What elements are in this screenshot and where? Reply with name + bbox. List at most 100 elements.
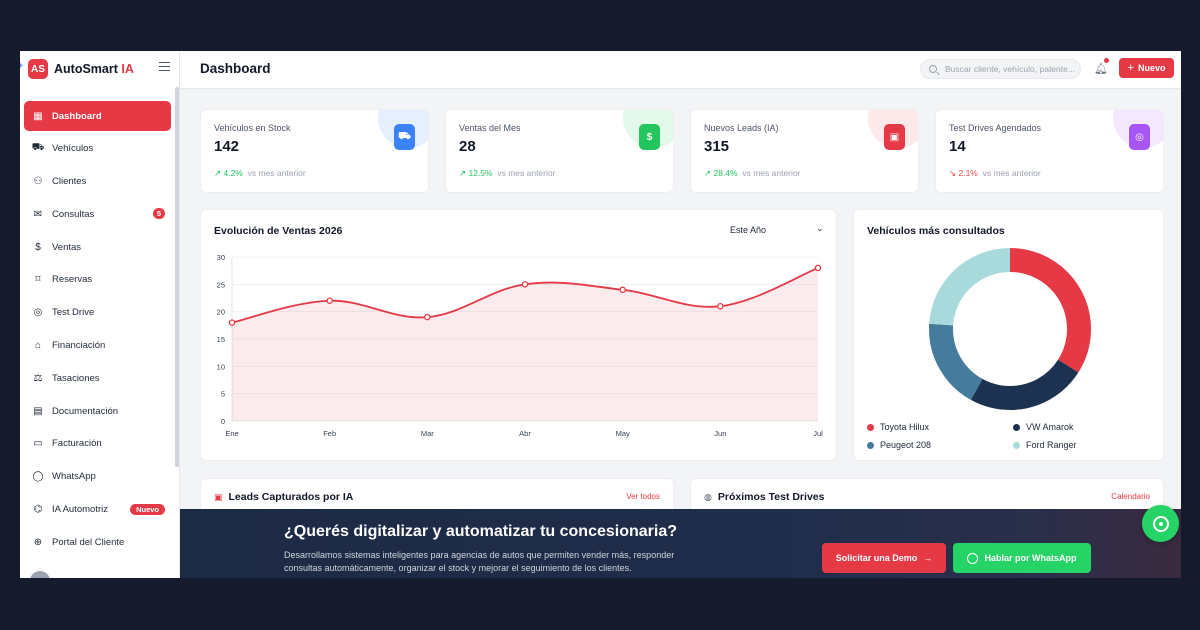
sidebar-item-portal-del-cliente[interactable]: ⊕ Portal del Cliente — [24, 527, 171, 557]
whatsapp-button[interactable]: Hablar por WhatsApp — [953, 543, 1091, 573]
y-tick-label: 0 — [221, 417, 225, 426]
sidebar-item-clientes[interactable]: ⚇ Clientes — [24, 167, 171, 197]
app-window: ✦ AS AutoSmart IA ▦ Dashboard ⛟ Vehículos ⚇ C… — [20, 51, 1181, 578]
leads-icon: ▣ — [214, 491, 223, 502]
sidebar-item-ventas[interactable]: $ Ventas — [24, 232, 171, 262]
sidebar-item-ia-automotriz[interactable]: ⌬ IA Automotriz Nuevo — [24, 495, 171, 525]
avatar[interactable] — [30, 571, 50, 578]
request-demo-button[interactable]: Solicitar una Demo → — [822, 543, 946, 573]
whatsapp-float-button[interactable] — [1142, 505, 1179, 542]
brand-name-text: AutoSmart — [54, 62, 118, 76]
search-icon — [929, 65, 937, 73]
y-tick-label: 5 — [221, 390, 225, 399]
sidebar-item-test-drive[interactable]: ◎ Test Drive — [24, 298, 171, 328]
sidebar-item-reservas[interactable]: ⌑ Reservas — [24, 265, 171, 295]
legend-dot — [867, 441, 874, 449]
brand[interactable]: ✦ AS AutoSmart IA — [20, 51, 179, 87]
stat-delta: ↘ 2.1% vs mes anterior — [949, 168, 1041, 179]
stat-delta-suffix: vs mes anterior — [978, 168, 1041, 178]
sidebar-item-label: Tasaciones — [52, 372, 100, 384]
sidebar-item-consultas[interactable]: ✉ Consultas 5 — [24, 199, 171, 229]
sidebar-item-label: Reservas — [52, 274, 93, 286]
bank-icon: ⌂ — [34, 340, 42, 352]
search-input[interactable] — [945, 64, 1080, 74]
y-tick-label: 20 — [217, 308, 225, 317]
steering-wheel-icon: ◎ — [1129, 124, 1150, 150]
x-tick-label: Feb — [323, 429, 336, 438]
stat-label: Vehículos en Stock — [214, 123, 291, 133]
sidebar-item-dashboard[interactable]: ▦ Dashboard — [24, 101, 171, 131]
period-select[interactable]: Este Año — [730, 225, 767, 235]
bell-icon[interactable]: 🔔︎ — [1094, 63, 1108, 75]
y-tick-label: 15 — [217, 335, 225, 344]
sidebar-item-whatsapp[interactable]: ◯ WhatsApp — [24, 462, 171, 492]
x-tick-label: Jul — [813, 429, 823, 438]
stat-label: Nuevos Leads (IA) — [704, 123, 779, 133]
steering-wheel-icon: ◎ — [33, 307, 43, 319]
search-box[interactable] — [920, 59, 1081, 79]
stat-delta: ↗ 12.5% vs mes anterior — [459, 168, 555, 179]
stat-label: Test Drives Agendados — [949, 123, 1042, 133]
sidebar-item-tasaciones[interactable]: ⚖ Tasaciones — [24, 363, 171, 393]
brand-logo: AS — [28, 59, 48, 79]
sidebar-item-veh-culos[interactable]: ⛟ Vehículos — [24, 134, 171, 164]
sidebar: ✦ AS AutoSmart IA ▦ Dashboard ⛟ Vehículos ⚇ C… — [20, 51, 180, 578]
document-icon: ▤ — [33, 405, 43, 417]
trend-up-icon: ↗ — [704, 168, 714, 178]
pie-slice — [929, 248, 1091, 410]
sidebar-item-label: Clientes — [52, 176, 87, 188]
whatsapp-icon: ◯ — [32, 471, 44, 483]
stat-value: 14 — [949, 138, 966, 155]
sidebar-item-label: IA Automotriz — [52, 504, 108, 516]
sales-chart-card: Evolución de Ventas 2026 Este Año ⌄ 0 5 10… — [200, 209, 837, 461]
stat-card: ⛟ Vehículos en Stock 142 ↗ 4.2% vs mes ante… — [200, 109, 429, 193]
banner-title: ¿Querés digitalizar y automatizar tu con… — [284, 523, 677, 540]
legend-label: Toyota Hilux — [880, 422, 930, 432]
donut-card: Vehículos más consultados Toyota Hilux VW… — [853, 209, 1164, 461]
y-tick-label: 25 — [217, 280, 225, 289]
stat-delta-suffix: vs mes anterior — [493, 168, 555, 178]
dollar-icon: $ — [35, 241, 41, 253]
pie-slice — [929, 248, 1091, 410]
stat-delta-value: 4.2% — [223, 168, 243, 178]
stat-delta-suffix: vs mes anterior — [738, 168, 801, 178]
sparkle-icon: ✦ — [20, 61, 24, 72]
legend-item: VW Amarok — [1013, 422, 1074, 432]
users-icon: ⚇ — [33, 176, 43, 188]
chat-icon: ✉ — [33, 208, 43, 220]
legend-item: Peugeot 208 — [867, 440, 931, 450]
stat-card: ▣ Nuevos Leads (IA) 315 ↗ 28.4% vs mes ante… — [690, 109, 919, 193]
testdrives-card-title: ◍ Próximos Test Drives — [704, 491, 824, 503]
view-all-link[interactable]: Ver todos — [626, 492, 660, 501]
sidebar-scrollbar[interactable] — [175, 87, 179, 467]
arrow-right-icon: → — [923, 553, 933, 563]
brand-name-suffix: IA — [121, 62, 134, 76]
leads-card-title: ▣ Leads Capturados por IA — [214, 491, 353, 503]
sidebar-item-label: Consultas — [52, 208, 95, 220]
legend-label: Ford Ranger — [1026, 440, 1077, 450]
data-point — [619, 286, 626, 294]
nav-badge: Nuevo — [130, 503, 165, 515]
menu-toggle-icon[interactable] — [159, 62, 170, 71]
stat-delta-suffix-text: vs mes anterior — [742, 168, 801, 178]
stat-value: 142 — [214, 138, 240, 155]
stat-delta-suffix-text: vs mes anterior — [247, 168, 306, 178]
chevron-down-icon[interactable]: ⌄ — [816, 223, 824, 233]
x-tick-label: Ene — [225, 429, 238, 438]
legend-dot — [1013, 441, 1020, 449]
sidebar-item-financiaci-n[interactable]: ⌂ Financiación — [24, 331, 171, 361]
sales-chart: 0 5 10 15 20 25 30 Ene Feb Mar Abr May Jun Jul — [217, 253, 823, 438]
promo-banner: ¿Querés digitalizar y automatizar tu con… — [180, 509, 1181, 578]
new-button[interactable]: + Nuevo — [1119, 58, 1174, 78]
robot-icon: ⌬ — [33, 504, 43, 516]
plus-icon: + — [1127, 62, 1134, 74]
whatsapp-icon — [1152, 515, 1169, 532]
sidebar-item-facturaci-n[interactable]: ▭ Facturación — [24, 429, 171, 459]
donut-chart — [929, 248, 1091, 410]
calendar-link[interactable]: Calendario — [1111, 492, 1150, 501]
legend-label: VW Amarok — [1026, 422, 1074, 432]
nav-badge: 5 — [152, 208, 165, 220]
sidebar-item-label: Ventas — [52, 241, 82, 253]
sidebar-item-documentaci-n[interactable]: ▤ Documentación — [24, 396, 171, 426]
stat-delta-suffix-text: vs mes anterior — [982, 168, 1041, 178]
